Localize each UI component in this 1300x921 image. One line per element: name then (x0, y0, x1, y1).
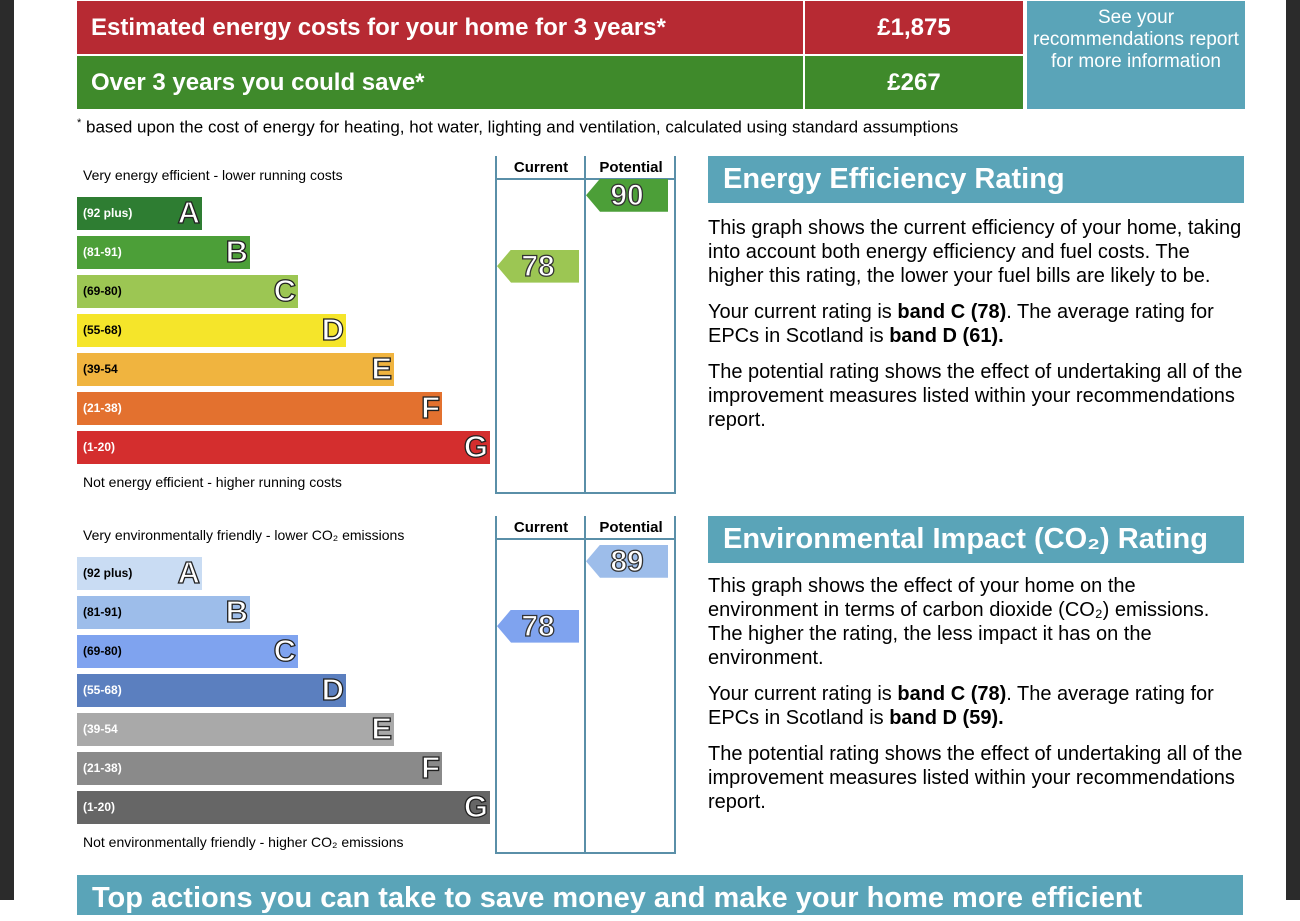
env-potential-rating-arrow: 89 (586, 544, 668, 578)
energy-current-header: Current (513, 159, 569, 176)
env-rating-section: Environmental Impact (CO₂) Rating This g… (708, 516, 1244, 814)
env-band-b: (81-91) B (77, 594, 250, 629)
footnote-mark: * (77, 117, 82, 129)
env-para-1: This graph shows the effect of your home… (708, 575, 1210, 669)
energy-top-caption: Very energy efficient - lower running co… (83, 167, 343, 183)
environmental-impact-chart: Very environmentally friendly - lower CO… (77, 516, 677, 856)
env-band-letter: E (371, 711, 393, 746)
env-p2-a: Your current rating is (708, 683, 898, 705)
energy-bottom-caption: Not energy efficient - higher running co… (83, 474, 342, 490)
env-current-rating-arrow: 78 (497, 609, 579, 643)
env-column-divider (584, 516, 586, 854)
savings-value: £267 (805, 56, 1023, 109)
energy-potential-rating-arrow-value: 90 (610, 178, 645, 212)
energy-band-range: (1-20) (83, 440, 116, 454)
savings-label: Over 3 years you could save* (77, 56, 803, 109)
energy-band-range: (92 plus) (83, 206, 133, 220)
energy-para-2: Your current rating is band C (78). The … (708, 300, 1244, 348)
env-para-3: The potential rating shows the effect of… (708, 743, 1243, 813)
env-band-letter: D (321, 672, 345, 707)
energy-para-3: The potential rating shows the effect of… (708, 361, 1243, 431)
costs-footnote: * based upon the cost of energy for heat… (77, 117, 958, 138)
env-grid-line (495, 538, 676, 540)
env-rating-heading: Environmental Impact (CO₂) Rating (708, 516, 1244, 563)
env-band-range: (69-80) (83, 644, 122, 658)
energy-grid-line (495, 178, 676, 180)
energy-column-divider (495, 156, 497, 494)
energy-band-f: (21-38) F (77, 390, 442, 425)
energy-band-range: (39-54 (83, 362, 118, 376)
energy-band-letter: A (177, 195, 201, 230)
env-band-range: (39-54 (83, 722, 118, 736)
env-band-a: (92 plus) A (77, 555, 202, 590)
env-grid-line (495, 852, 676, 854)
energy-p2-c: . The average rating for EPCs in Scotlan… (708, 301, 1214, 347)
energy-band-letter: F (420, 390, 440, 425)
energy-band-letter: B (225, 234, 249, 269)
top-actions-banner: Top actions you can take to save money a… (77, 875, 1243, 915)
energy-band-range: (55-68) (83, 323, 122, 337)
energy-grid-line (495, 492, 676, 494)
env-p2-c: . The average rating for EPCs in Scotlan… (708, 683, 1214, 729)
energy-band-letter: G (463, 429, 488, 464)
energy-band-letter: C (273, 273, 297, 308)
env-band-range: (81-91) (83, 605, 122, 619)
energy-band-letter: E (371, 351, 393, 386)
env-band-range: (92 plus) (83, 566, 133, 580)
energy-current-band: band C (78) (897, 301, 1007, 323)
energy-efficiency-chart: Very energy efficient - lower running co… (77, 156, 677, 496)
energy-band-e: (39-54 E (77, 351, 394, 386)
env-top-caption: Very environmentally friendly - lower CO… (83, 527, 405, 543)
energy-p2-a: Your current rating is (708, 301, 898, 323)
energy-band-c: (69-80) C (77, 273, 298, 308)
energy-band-letter: D (321, 312, 345, 347)
env-average-band: band D (59). (889, 707, 1004, 729)
energy-band-b: (81-91) B (77, 234, 250, 269)
energy-potential-rating-arrow: 90 (586, 178, 668, 212)
env-band-c: (69-80) C (77, 633, 298, 668)
energy-rating-heading: Energy Efficiency Rating (708, 156, 1244, 203)
env-band-d: (55-68) D (77, 672, 346, 707)
env-potential-rating-arrow-value: 89 (610, 544, 645, 578)
env-band-letter: C (273, 633, 297, 668)
env-column-divider (674, 516, 676, 854)
env-column-divider (495, 516, 497, 854)
env-band-range: (55-68) (83, 683, 122, 697)
viewer-right-edge (1286, 0, 1300, 900)
env-current-header: Current (513, 519, 569, 536)
energy-band-d: (55-68) D (77, 312, 346, 347)
energy-band-range: (81-91) (83, 245, 122, 259)
env-bottom-caption: Not environmentally friendly - higher CO… (83, 834, 404, 850)
energy-current-rating-arrow: 78 (497, 249, 579, 283)
energy-average-band: band D (61). (889, 325, 1004, 347)
env-current-rating-arrow-value: 78 (521, 609, 556, 643)
energy-rating-section: Energy Efficiency Rating This graph show… (708, 156, 1244, 432)
estimated-costs-value: £1,875 (805, 1, 1023, 54)
env-para-2: Your current rating is band C (78). The … (708, 682, 1244, 730)
recommendations-report-link[interactable]: See your recommendations report for more… (1027, 1, 1245, 109)
footnote-text: based upon the cost of energy for heatin… (81, 117, 959, 137)
energy-potential-header: Potential (599, 159, 663, 176)
env-band-range: (21-38) (83, 761, 122, 775)
energy-band-g: (1-20) G (77, 429, 490, 464)
env-band-f: (21-38) F (77, 750, 442, 785)
viewer-left-edge (0, 0, 14, 900)
env-band-letter: A (177, 555, 201, 590)
energy-band-range: (21-38) (83, 401, 122, 415)
energy-band-range: (69-80) (83, 284, 122, 298)
energy-band-a: (92 plus) A (77, 195, 202, 230)
energy-para-1: This graph shows the current efficiency … (708, 217, 1242, 287)
energy-column-divider (584, 156, 586, 494)
env-band-letter: F (420, 750, 440, 785)
energy-current-rating-arrow-value: 78 (521, 249, 556, 283)
energy-column-divider (674, 156, 676, 494)
env-band-letter: G (463, 789, 488, 824)
estimated-costs-label: Estimated energy costs for your home for… (77, 1, 803, 54)
env-current-band: band C (78) (897, 683, 1007, 705)
env-band-g: (1-20) G (77, 789, 490, 824)
env-band-e: (39-54 E (77, 711, 394, 746)
env-potential-header: Potential (599, 519, 663, 536)
env-band-letter: B (225, 594, 249, 629)
env-band-range: (1-20) (83, 800, 116, 814)
